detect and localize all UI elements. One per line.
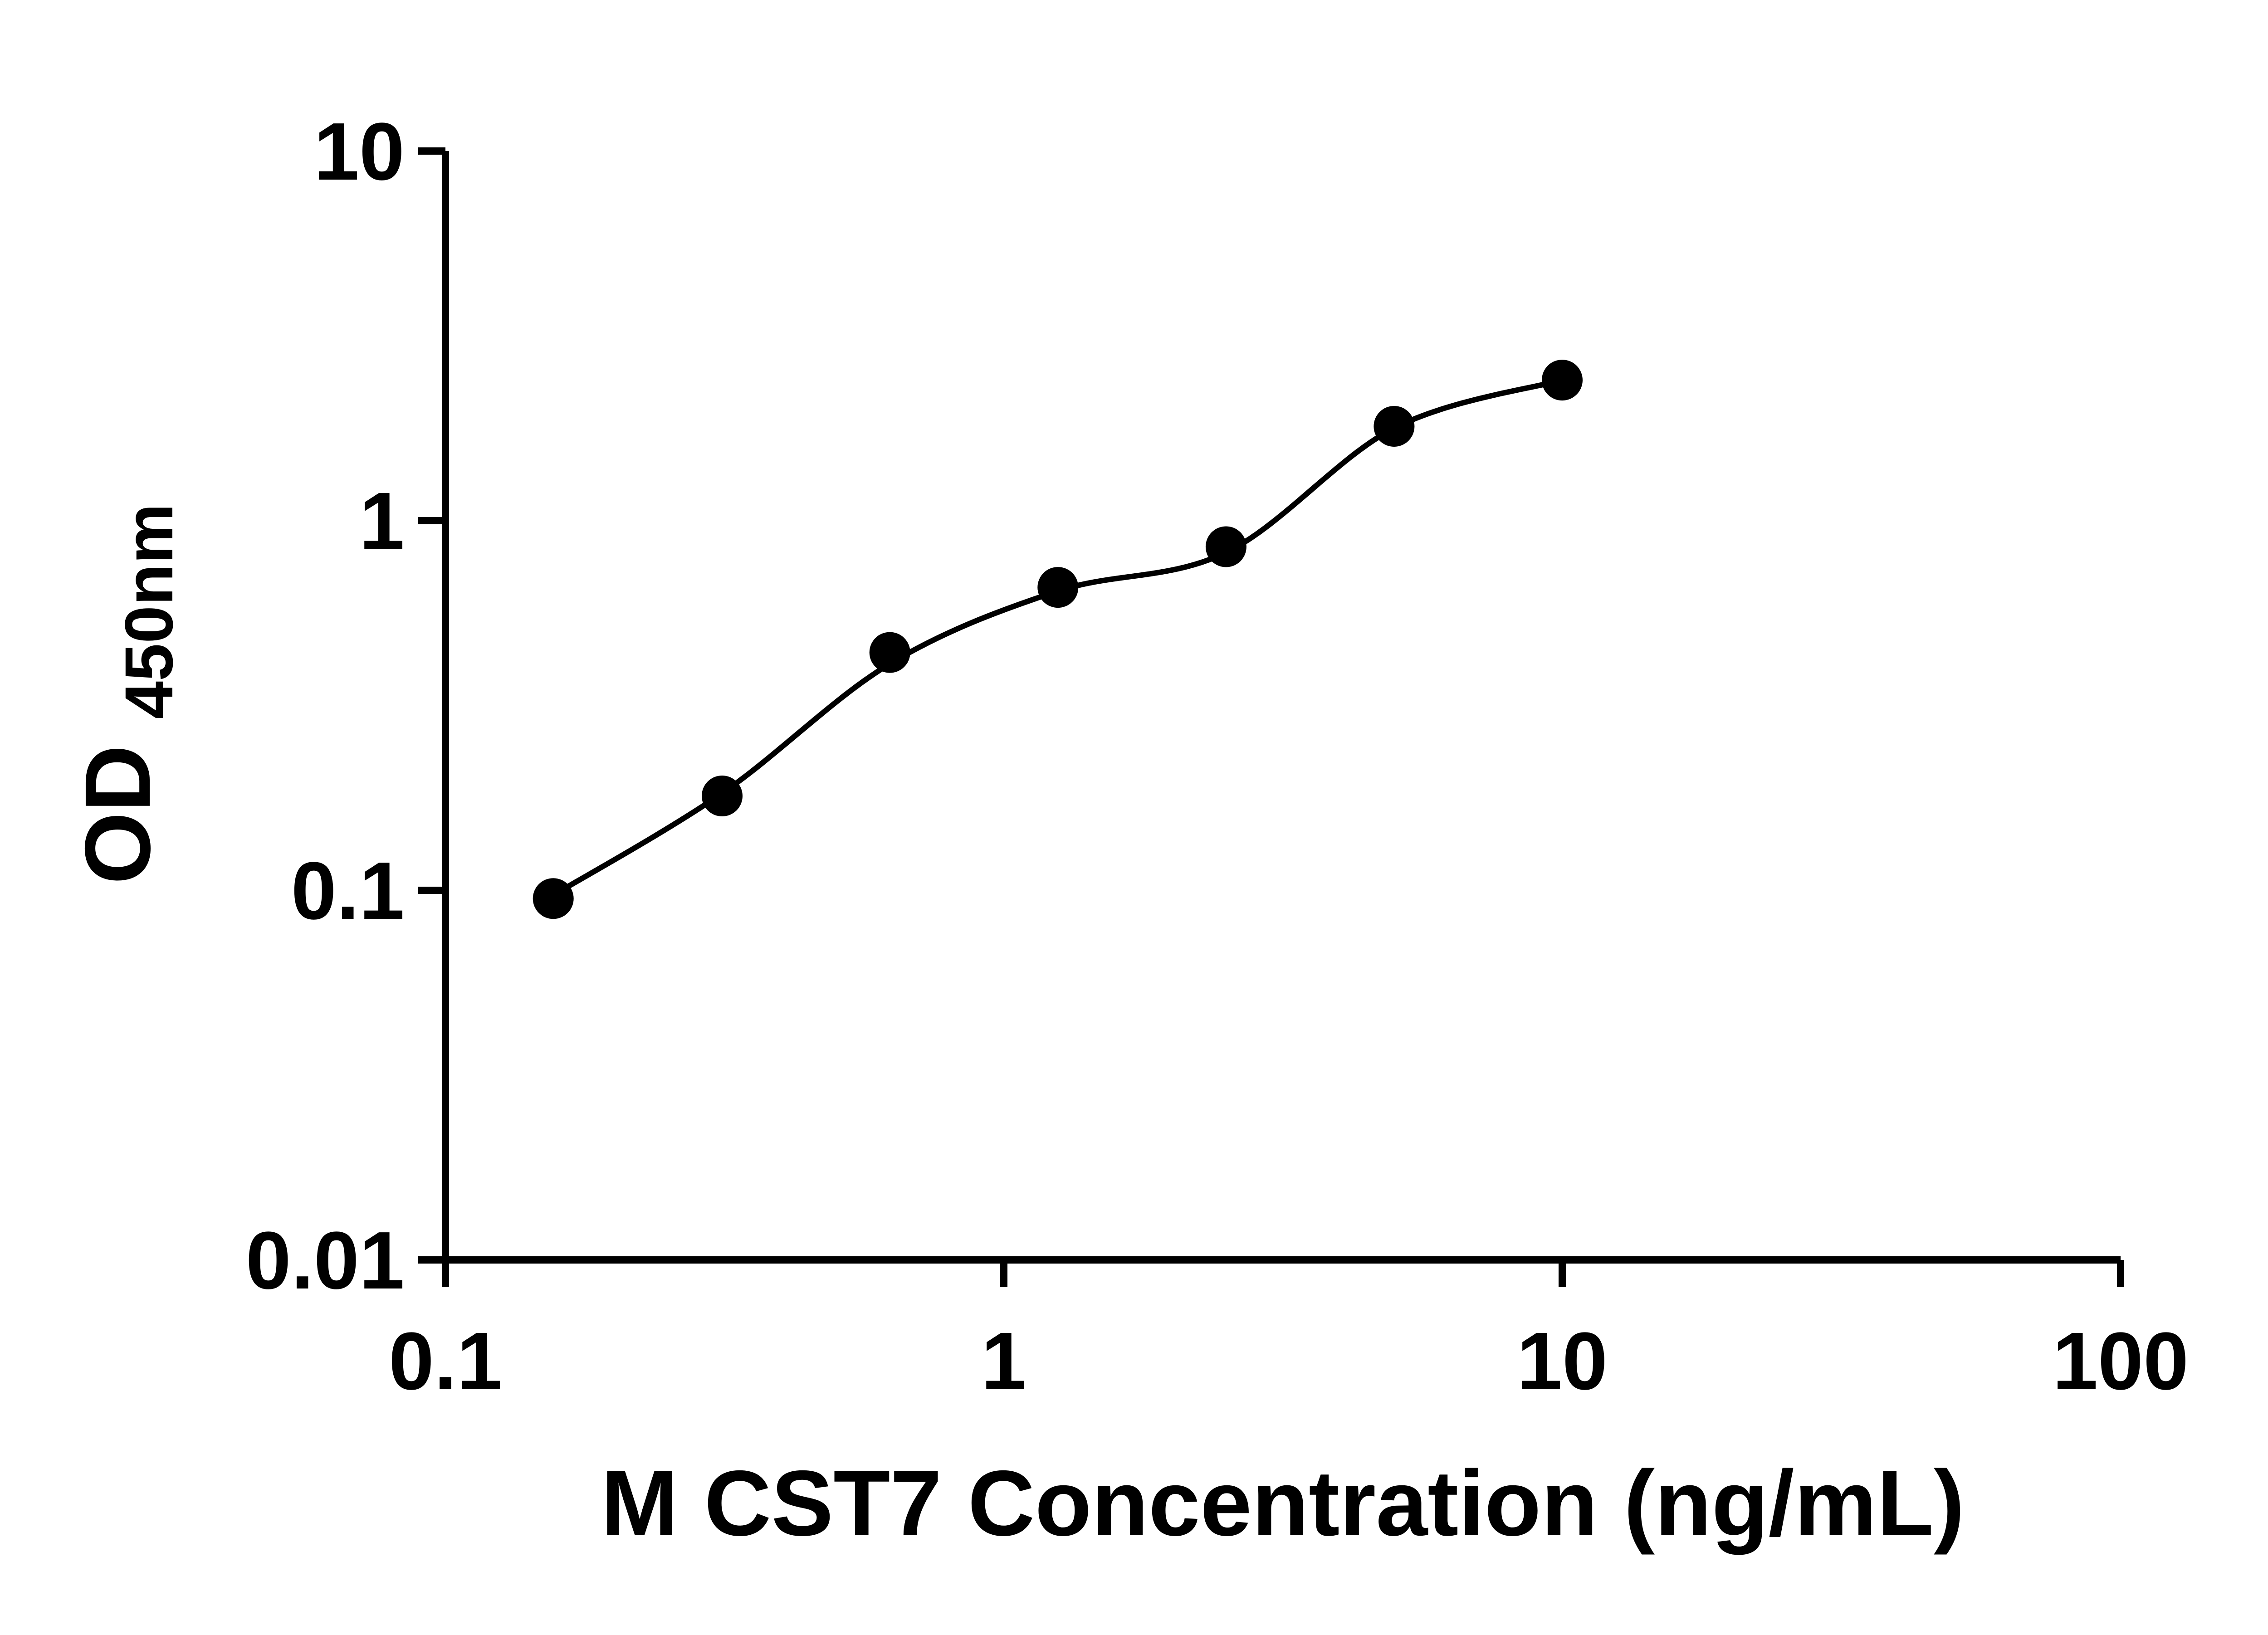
y-tick-label: 1 bbox=[359, 476, 405, 567]
data-point bbox=[1542, 360, 1583, 401]
x-tick-label: 10 bbox=[1517, 1316, 1608, 1407]
data-point bbox=[1205, 526, 1246, 567]
y-tick-label: 0.1 bbox=[291, 845, 405, 937]
tick-labels: 0.1 1 10 100 0.01 0.1 1 10 bbox=[246, 106, 2189, 1407]
tick-marks bbox=[418, 147, 2124, 1287]
data-point bbox=[533, 878, 574, 919]
fit-curve-line bbox=[550, 377, 1565, 898]
data-point bbox=[1037, 567, 1079, 608]
data-point bbox=[869, 632, 910, 673]
x-tick-label: 100 bbox=[2053, 1316, 2189, 1407]
data-point bbox=[702, 776, 743, 816]
data-points bbox=[533, 360, 1583, 919]
y-axis-title-subscript: 450nm bbox=[111, 503, 187, 719]
axes bbox=[442, 151, 2121, 1264]
y-axis-title: OD 450nm bbox=[66, 503, 187, 884]
data-point bbox=[1374, 406, 1415, 447]
axis-line bbox=[442, 151, 2121, 1264]
y-axis-title-main: OD bbox=[66, 745, 170, 884]
x-tick-label: 1 bbox=[981, 1316, 1026, 1407]
x-axis-title: M CST7 Concentration (ng/mL) bbox=[601, 1451, 1965, 1555]
y-tick-label: 10 bbox=[314, 106, 405, 197]
x-tick-label: 0.1 bbox=[389, 1316, 502, 1407]
y-tick-label: 0.01 bbox=[246, 1215, 405, 1306]
